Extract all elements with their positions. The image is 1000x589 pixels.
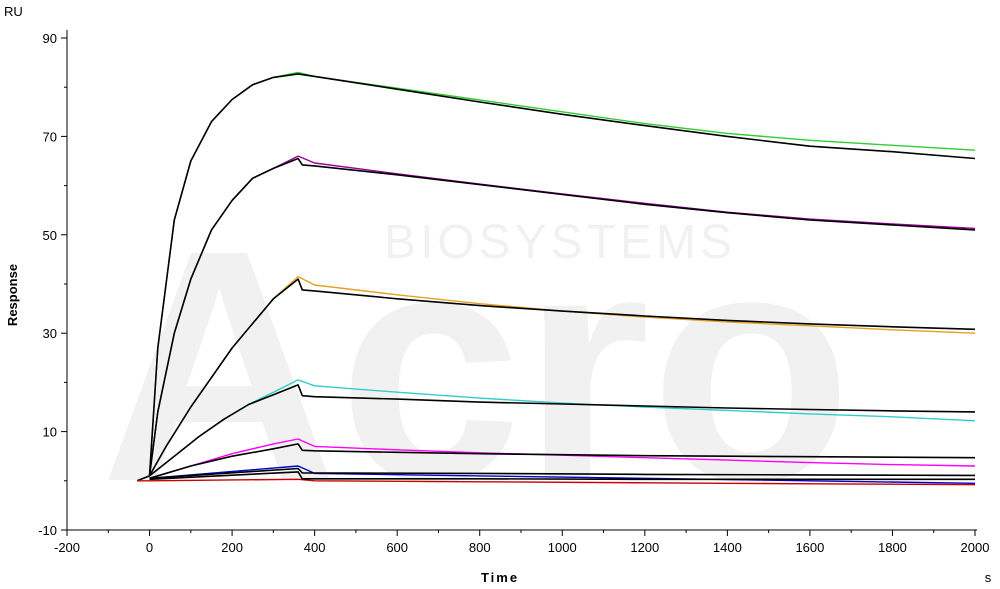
x-tick-label: 200 <box>221 540 243 555</box>
x-tick-label: 0 <box>146 540 153 555</box>
x-tick-label: 1800 <box>878 540 907 555</box>
y-unit-label: RU <box>4 4 23 19</box>
x-tick-label: 600 <box>386 540 408 555</box>
y-tick-label: 10 <box>43 425 57 440</box>
y-tick-label: 70 <box>43 129 57 144</box>
series-layer <box>136 71 976 486</box>
x-unit-label: s <box>985 570 992 585</box>
x-tick-label: 400 <box>304 540 326 555</box>
measured-curve-8 <box>149 438 976 479</box>
fit-curve-7 <box>149 384 976 477</box>
y-tick-label: 90 <box>43 31 57 46</box>
x-tick-label: 1400 <box>713 540 742 555</box>
x-tick-label: 1200 <box>630 540 659 555</box>
watermark: BIOSYSTEMS Acro <box>100 181 852 550</box>
fit-curve-1 <box>136 73 976 482</box>
x-tick-label: 1600 <box>795 540 824 555</box>
x-axis-title: Time <box>481 570 519 585</box>
measured-curve-10 <box>149 465 976 484</box>
y-tick-label: -10 <box>38 523 57 538</box>
fit-curve-13 <box>149 471 975 481</box>
x-tick-label: 2000 <box>961 540 990 555</box>
axes: -10 10 30 50 70 90 -200 0 200 400 600 800 1000 1200 14… <box>38 30 989 555</box>
x-tick-label: 1000 <box>548 540 577 555</box>
x-tick-label: -200 <box>54 540 80 555</box>
y-tick-label: 50 <box>43 228 57 243</box>
x-tick-label: 800 <box>469 540 491 555</box>
watermark-logo-mark: Acro <box>100 181 852 550</box>
watermark-text: BIOSYSTEMS <box>384 216 736 269</box>
measured-curve-12 <box>137 478 976 486</box>
fit-curve-11 <box>149 467 976 480</box>
y-tick-label: 30 <box>43 326 57 341</box>
y-axis-title: Response <box>5 264 20 326</box>
fit-curve-9 <box>149 443 976 480</box>
fit-curve-5 <box>148 278 976 477</box>
fit-curve-3 <box>148 157 976 477</box>
